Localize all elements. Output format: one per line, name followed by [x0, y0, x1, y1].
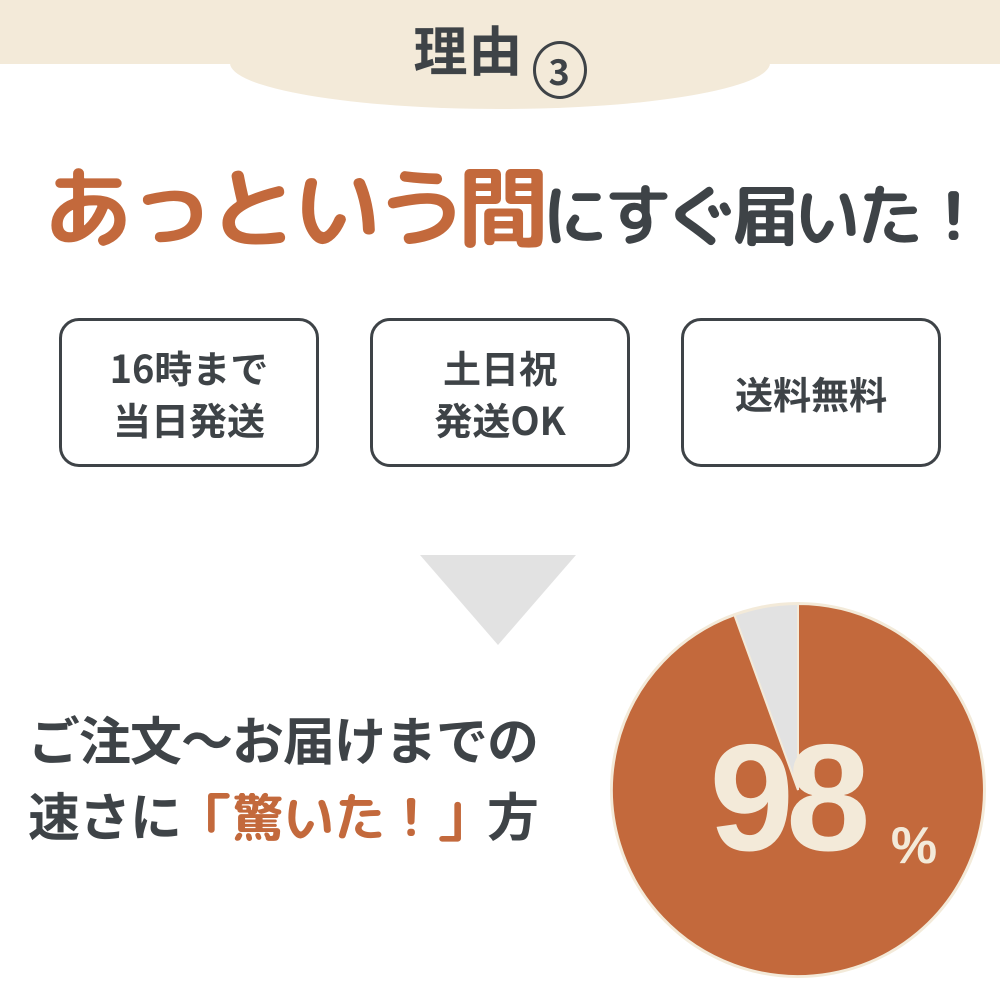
svg-text:%: %	[891, 817, 937, 875]
svg-text:98: 98	[709, 713, 866, 883]
